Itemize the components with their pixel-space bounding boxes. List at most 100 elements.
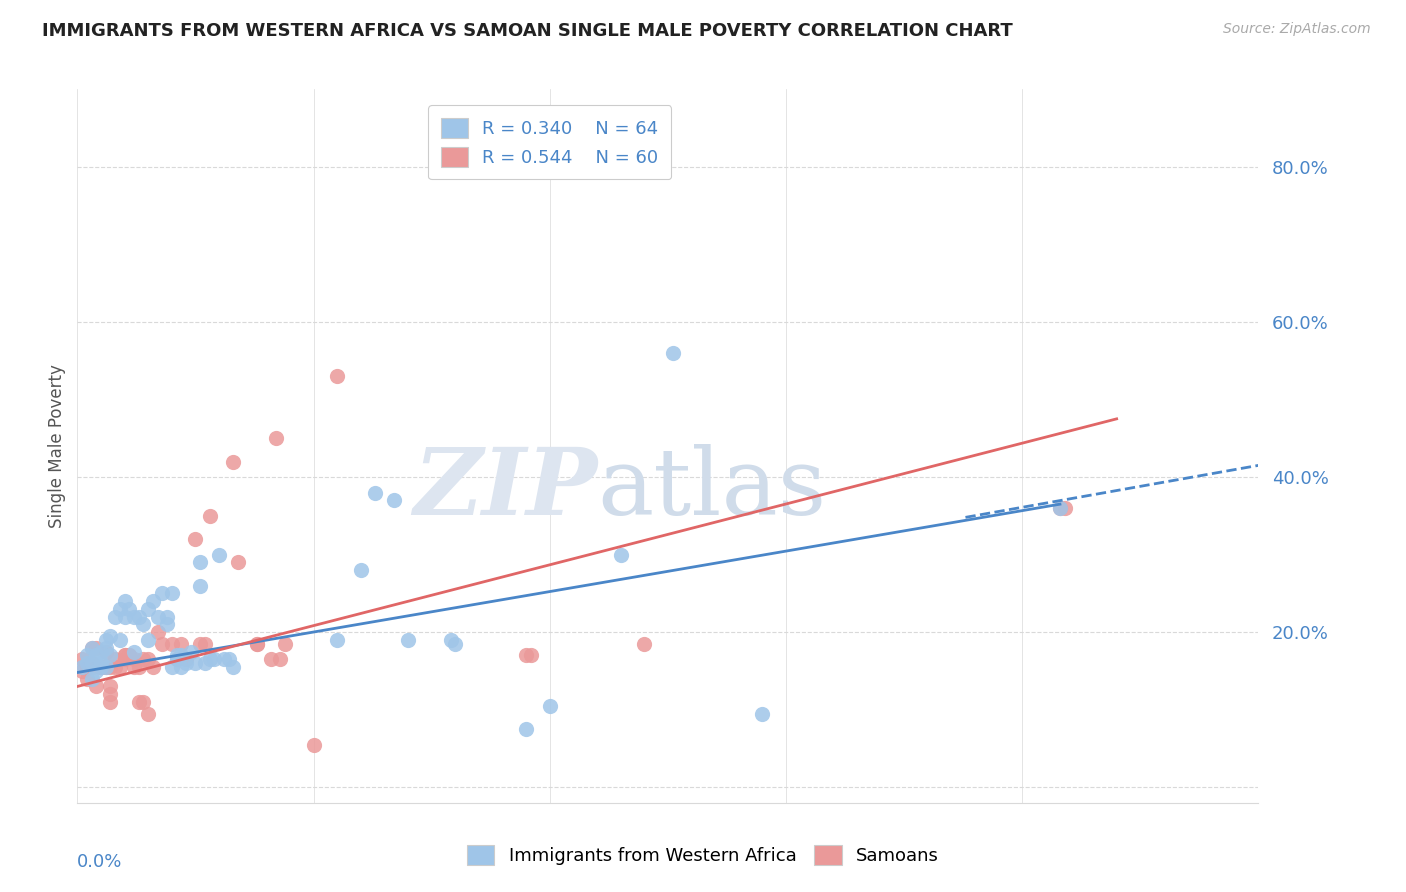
- Point: [80, 660, 103, 674]
- Point: [118, 648, 141, 663]
- Point: [269, 652, 291, 666]
- Point: [70, 660, 93, 674]
- Point: [142, 660, 165, 674]
- Point: [94, 644, 117, 658]
- Point: [118, 602, 141, 616]
- Point: [520, 648, 543, 663]
- Point: [180, 644, 202, 658]
- Point: [100, 695, 122, 709]
- Point: [118, 648, 141, 663]
- Point: [633, 637, 655, 651]
- Point: [90, 660, 112, 674]
- Point: [104, 660, 127, 674]
- Point: [132, 695, 155, 709]
- Point: [100, 648, 122, 663]
- Point: [326, 632, 349, 647]
- Legend: R = 0.340    N = 64, R = 0.544    N = 60: R = 0.340 N = 64, R = 0.544 N = 60: [429, 105, 671, 179]
- Point: [208, 548, 231, 562]
- Point: [396, 632, 419, 647]
- Point: [302, 738, 325, 752]
- Point: [538, 698, 561, 713]
- Point: [226, 555, 249, 569]
- Point: [202, 652, 225, 666]
- Point: [108, 632, 131, 647]
- Point: [76, 656, 98, 670]
- Point: [84, 680, 107, 694]
- Point: [188, 579, 211, 593]
- Point: [170, 660, 193, 674]
- Point: [326, 369, 349, 384]
- Point: [218, 652, 240, 666]
- Point: [94, 640, 117, 655]
- Point: [1049, 501, 1071, 516]
- Point: [136, 632, 159, 647]
- Point: [146, 609, 169, 624]
- Point: [174, 652, 197, 666]
- Point: [170, 648, 193, 663]
- Point: [246, 637, 269, 651]
- Legend: Immigrants from Western Africa, Samoans: Immigrants from Western Africa, Samoans: [460, 838, 946, 872]
- Point: [222, 454, 245, 468]
- Text: 0.0%: 0.0%: [77, 853, 122, 871]
- Point: [198, 508, 221, 523]
- Point: [100, 660, 122, 674]
- Point: [194, 637, 217, 651]
- Point: [128, 609, 150, 624]
- Point: [122, 644, 145, 658]
- Point: [90, 644, 112, 658]
- Point: [94, 660, 117, 674]
- Point: [114, 609, 136, 624]
- Text: Source: ZipAtlas.com: Source: ZipAtlas.com: [1223, 22, 1371, 37]
- Text: ZIP: ZIP: [413, 444, 598, 533]
- Point: [188, 637, 211, 651]
- Point: [70, 664, 93, 678]
- Point: [1053, 501, 1076, 516]
- Point: [150, 586, 173, 600]
- Point: [515, 722, 537, 736]
- Point: [264, 431, 287, 445]
- Point: [150, 637, 173, 651]
- Point: [194, 656, 217, 670]
- Point: [108, 602, 131, 616]
- Point: [80, 656, 103, 670]
- Point: [1049, 501, 1071, 516]
- Point: [94, 632, 117, 647]
- Point: [108, 660, 131, 674]
- Point: [160, 660, 183, 674]
- Point: [198, 652, 221, 666]
- Point: [80, 640, 103, 655]
- Point: [122, 652, 145, 666]
- Point: [222, 660, 245, 674]
- Point: [76, 648, 98, 663]
- Point: [142, 594, 165, 608]
- Point: [100, 629, 122, 643]
- Point: [174, 656, 197, 670]
- Point: [90, 660, 112, 674]
- Point: [94, 660, 117, 674]
- Point: [661, 346, 683, 360]
- Point: [751, 706, 773, 721]
- Point: [382, 493, 405, 508]
- Point: [128, 695, 150, 709]
- Point: [609, 548, 631, 562]
- Point: [184, 656, 207, 670]
- Point: [114, 648, 136, 663]
- Point: [84, 648, 107, 663]
- Point: [160, 586, 183, 600]
- Point: [146, 625, 169, 640]
- Point: [444, 637, 467, 651]
- Point: [136, 652, 159, 666]
- Point: [80, 656, 103, 670]
- Point: [166, 652, 188, 666]
- Point: [132, 617, 155, 632]
- Point: [156, 609, 179, 624]
- Point: [212, 652, 235, 666]
- Point: [132, 652, 155, 666]
- Point: [90, 656, 112, 670]
- Point: [80, 640, 103, 655]
- Point: [170, 637, 193, 651]
- Point: [122, 660, 145, 674]
- Point: [439, 632, 461, 647]
- Point: [76, 660, 98, 674]
- Point: [128, 660, 150, 674]
